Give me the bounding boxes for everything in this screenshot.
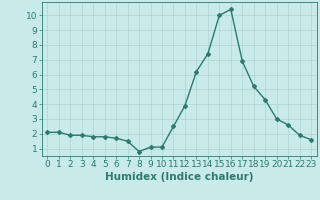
X-axis label: Humidex (Indice chaleur): Humidex (Indice chaleur) [105,172,253,182]
